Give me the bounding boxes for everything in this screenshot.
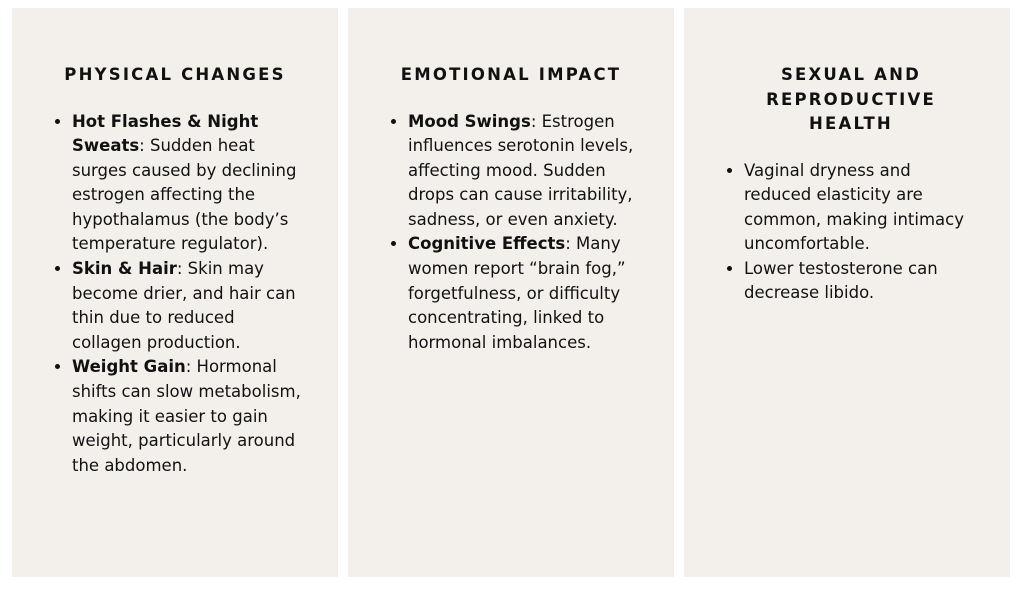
description: : Skin may become drier, and hair can th… [72,259,296,352]
bullet: Weight Gain: Hormonal shifts can slow me… [72,355,308,478]
column: SEXUAL AND REPRODUCTIVE HEALTH Vaginal d… [684,8,1010,577]
bullet: Cognitive Effects: Many women report “br… [408,232,644,355]
description: : Estrogen influences serotonin levels, … [408,111,634,229]
bullet-list: Vaginal dryness and reduced elasticity a… [722,159,980,307]
bullet: Lower testosterone can decrease libido. [744,257,980,306]
column-title: SEXUAL AND REPRODUCTIVE HEALTH [766,65,936,133]
bullet: Hot Flashes & Night Sweats: Sudden heat … [72,110,308,258]
term: Weight Gain [72,357,186,377]
term: Skin & Hair [72,259,177,279]
column: EMOTIONAL IMPACT Mood Swings: Estrogen i… [348,8,674,577]
column-title: PHYSICAL CHANGES [64,65,286,84]
bullet: Skin & Hair: Skin may become drier, and … [72,257,308,355]
description: Vaginal dryness and reduced elasticity a… [744,160,964,254]
description: : Many women report “brain fog,” forgetf… [408,234,626,352]
column: PHYSICAL CHANGES Hot Flashes & Night Swe… [12,8,338,577]
term: Mood Swings [408,111,531,131]
description: : Sudden heat surges caused by declining… [72,136,297,254]
term: Hot Flashes & Night Sweats [72,111,259,156]
bullet: Vaginal dryness and reduced elasticity a… [744,159,980,257]
column-title: EMOTIONAL IMPACT [400,65,622,84]
term: Cognitive Effects [408,234,566,254]
bullet: Mood Swings: Estrogen influences seroton… [408,110,644,233]
bullet-list: Hot Flashes & Night Sweats: Sudden heat … [50,110,308,479]
bullet-list: Mood Swings: Estrogen influences seroton… [386,110,644,356]
description: : Hormonal shifts can slow metabolism, m… [72,357,301,475]
description: Lower testosterone can decrease libido. [744,258,938,303]
